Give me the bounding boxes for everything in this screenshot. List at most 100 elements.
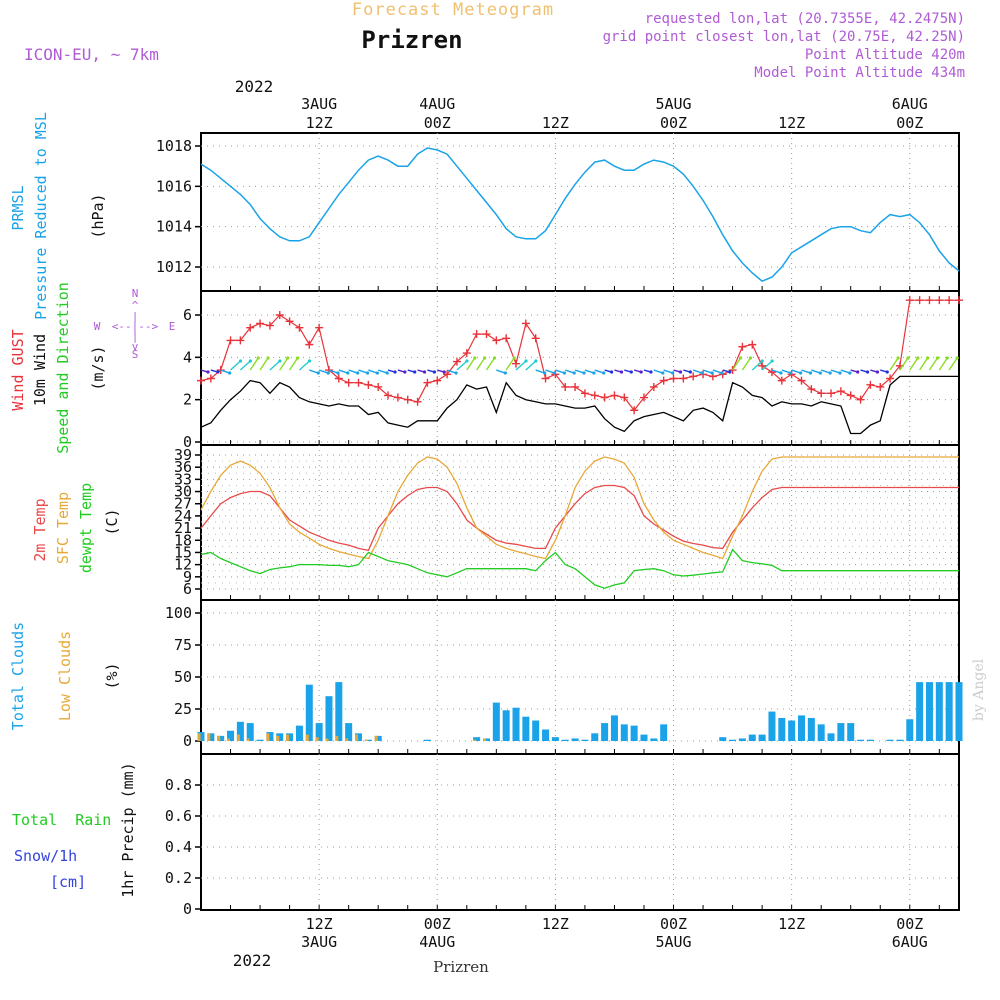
y-tick-label: 25: [174, 700, 192, 718]
hpa-unit: (hPa): [89, 193, 107, 238]
low-clouds-bar: [217, 735, 221, 741]
bottom-time-label: 12Z: [306, 915, 333, 933]
top-year-label: 2022: [235, 77, 274, 96]
wind-gust-point: [886, 374, 895, 383]
wind-direction-arrows: [200, 356, 959, 375]
wind-gust-point: [836, 387, 845, 396]
wind-gust-point: [945, 296, 954, 305]
wind-gust-point: [393, 393, 402, 402]
total-clouds-bar: [729, 739, 737, 741]
temperature-series: [200, 456, 959, 589]
wind-arrow-head: [512, 356, 516, 360]
wind-arrow-head: [848, 371, 852, 375]
total-clouds-bar: [315, 723, 323, 741]
total-clouds-bar: [217, 735, 225, 741]
total-clouds-bar: [660, 724, 668, 741]
wind-gust-point: [236, 336, 245, 345]
wind-gust-title: Wind GUST: [9, 329, 27, 410]
total-clouds-bar: [345, 723, 353, 741]
total-clouds-bar: [630, 725, 638, 741]
panel-wind: 0 2 4 6: [183, 290, 960, 451]
wind-gust-point: [275, 311, 284, 319]
wind-arrow: [239, 360, 251, 371]
wind-arrow: [466, 357, 476, 371]
total-clouds-bar: [246, 723, 254, 741]
wind-gust-point: [403, 395, 412, 404]
wind-gust-point: [206, 374, 215, 383]
total-clouds-bar: [492, 702, 500, 741]
low-clouds-bar: [325, 738, 329, 741]
wind-gust-point: [384, 391, 393, 400]
wind-arrow-head: [935, 356, 940, 360]
wind-gust-point: [866, 380, 875, 389]
wind-arrow-head: [326, 371, 330, 375]
wind-arrow-head: [955, 356, 959, 360]
wind-arrow-head: [760, 359, 764, 363]
wind-arrow: [889, 357, 899, 371]
total-clouds-bar: [916, 682, 924, 741]
wind-arrow: [485, 357, 496, 371]
low-clouds-bar: [315, 737, 319, 741]
wind-arrow-head: [543, 371, 547, 375]
wind-arrow-head: [678, 370, 683, 374]
panel-precip: 0 0.2 0.4 0.6 0.8: [165, 753, 960, 918]
total-clouds-bar: [423, 739, 431, 741]
wind-arrow: [751, 360, 763, 371]
wind-arrow-head: [619, 370, 624, 374]
wind-arrow-head: [228, 371, 232, 375]
wind-arrow-head: [454, 371, 458, 375]
wind-arrow-head: [671, 371, 675, 375]
wind-arrow-head: [779, 371, 783, 375]
total-clouds-bar: [355, 733, 363, 741]
top-time-label: 00Z: [424, 114, 451, 132]
total-clouds-bar: [571, 738, 579, 741]
wind-arrow: [289, 357, 299, 371]
wind-arrow-head: [524, 359, 528, 363]
y-tick-label: 0: [183, 732, 192, 750]
wind-gust-point: [265, 321, 274, 330]
wind-gust-point: [512, 359, 521, 368]
wind-gust-point: [580, 389, 589, 398]
wind-10m-line: [200, 375, 959, 435]
compass-n: N: [132, 287, 139, 300]
top-time-label: 00Z: [660, 114, 687, 132]
wind-gust-point: [344, 378, 353, 387]
wind-arrow-head: [916, 356, 920, 360]
total-clouds-bar: [256, 739, 264, 741]
wind-gust-point: [925, 296, 934, 305]
pressure-series: [200, 147, 960, 282]
y-tick-label: 27: [174, 495, 192, 513]
total-clouds-bar: [807, 717, 815, 741]
panel-grid: 0 0.2 0.4 0.6 0.8: [165, 754, 959, 918]
low-clouds-bar: [305, 734, 309, 741]
wind-series: [197, 296, 963, 435]
wind-gust-point: [856, 395, 865, 404]
wind-arrow-head: [356, 371, 360, 375]
y-tick-label: 0: [183, 433, 192, 451]
wind-arrow-head: [738, 356, 743, 360]
wind-gust-point: [600, 393, 609, 402]
y-tick-label: 12: [174, 556, 192, 574]
svg-text:|: |: [132, 330, 139, 343]
wind-gust-point: [315, 323, 324, 332]
wind-gust-point: [285, 317, 294, 326]
wind-arrow: [928, 357, 939, 371]
wind-arrow: [269, 360, 281, 371]
total-clouds-bar: [719, 737, 727, 741]
wind-arrow-head: [393, 370, 397, 374]
bottom-time-label: 00Z: [896, 915, 923, 933]
wind-gust-point: [777, 376, 786, 385]
compass-s: S: [132, 348, 139, 361]
total-clouds-bar: [502, 710, 510, 741]
wind-gust-point: [797, 376, 806, 385]
wind-10m-title: 10m Wind: [31, 334, 49, 406]
y-tick-label: 0.2: [165, 869, 192, 887]
wind-arrow-head: [346, 371, 350, 375]
total-clouds-bar: [906, 719, 914, 741]
credit-watermark: by Angel: [971, 658, 987, 721]
low-clouds-bar: [355, 734, 359, 741]
total-clouds-bar: [335, 682, 343, 741]
total-clouds-bar: [620, 724, 628, 741]
